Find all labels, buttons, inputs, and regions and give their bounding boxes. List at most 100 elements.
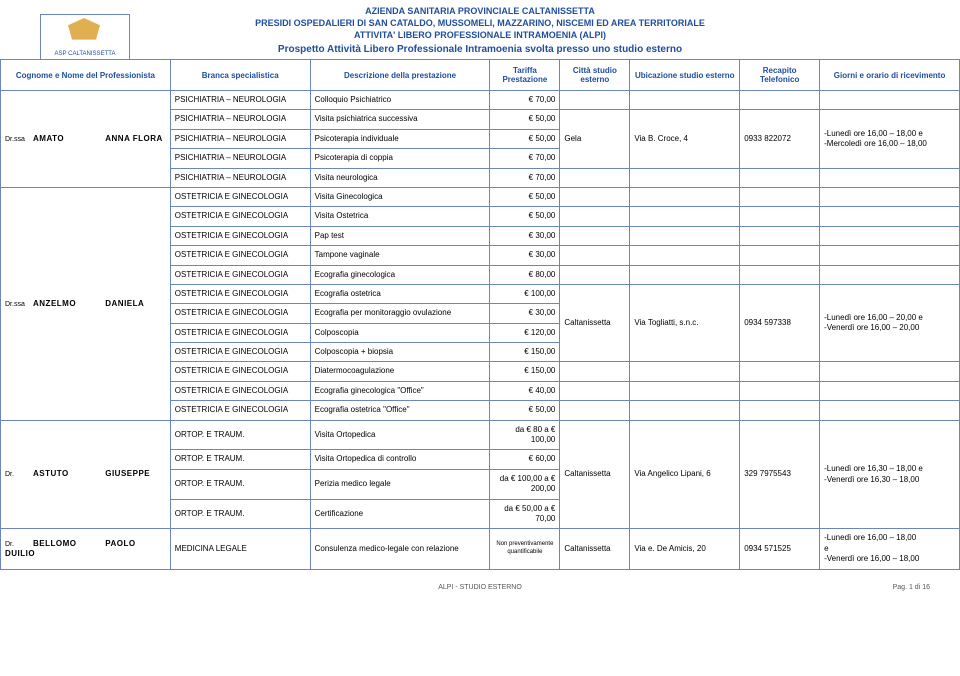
cell-tariffa: € 80,00 <box>490 265 560 284</box>
cell-prestazione: Ecografia ginecologica <box>310 265 490 284</box>
cell-prestazione: Visita psichiatrica successiva <box>310 110 490 129</box>
table-row: Dr.BELLOMO PAOLO DUILIOMEDICINA LEGALECo… <box>1 529 960 569</box>
cell-empty <box>820 246 960 265</box>
cell-branca: PSICHIATRIA – NEUROLOGIA <box>170 110 310 129</box>
cell-empty <box>740 207 820 226</box>
name-last: ASTUTO <box>33 469 103 479</box>
footer: ALPI - STUDIO ESTERNO Pag. 1 di 16 <box>0 584 960 597</box>
cell-tariffa: da € 50,00 a € 70,00 <box>490 499 560 529</box>
cell-prestazione: Visita Ostetrica <box>310 207 490 226</box>
table-row: Dr.ssaANZELMO DANIELAOSTETRICIA E GINECO… <box>1 187 960 206</box>
cell-ubicazione: Via Togliatti, s.n.c. <box>630 284 740 362</box>
cell-empty <box>560 265 630 284</box>
cell-empty <box>740 91 820 110</box>
cell-tariffa: € 50,00 <box>490 207 560 226</box>
cell-tariffa: € 40,00 <box>490 381 560 400</box>
cell-branca: ORTOP. E TRAUM. <box>170 420 310 450</box>
professional-name: Dr.ASTUTO GIUSEPPE <box>1 420 171 529</box>
cell-empty <box>820 168 960 187</box>
cell-empty <box>740 246 820 265</box>
cell-branca: OSTETRICIA E GINECOLOGIA <box>170 265 310 284</box>
cell-prestazione: Psicoterapia di coppia <box>310 149 490 168</box>
cell-tariffa: € 50,00 <box>490 110 560 129</box>
name-last: ANZELMO <box>33 299 103 309</box>
cell-prestazione: Visita Ortopedica <box>310 420 490 450</box>
cell-empty <box>630 265 740 284</box>
cell-prestazione: Certificazione <box>310 499 490 529</box>
cell-branca: OSTETRICIA E GINECOLOGIA <box>170 207 310 226</box>
cell-prestazione: Pap test <box>310 226 490 245</box>
cell-orari: -Lunedì ore 16,30 – 18,00 e -Venerdì ore… <box>820 420 960 529</box>
cell-citta: Caltanissetta <box>560 284 630 362</box>
cell-tariffa: € 100,00 <box>490 284 560 303</box>
cell-prestazione: Colposcopia + biopsia <box>310 343 490 362</box>
cell-empty <box>630 246 740 265</box>
cell-empty <box>820 207 960 226</box>
cell-citta: Caltanissetta <box>560 529 630 569</box>
col-orari: Giorni e orario di ricevimento <box>820 60 960 91</box>
cell-empty <box>630 226 740 245</box>
cell-prestazione: Visita Ginecologica <box>310 187 490 206</box>
cell-telefono: 0934 571525 <box>740 529 820 569</box>
cell-branca: ORTOP. E TRAUM. <box>170 499 310 529</box>
cell-tariffa: € 120,00 <box>490 323 560 342</box>
cell-empty <box>820 91 960 110</box>
cell-tariffa: € 50,00 <box>490 187 560 206</box>
cell-empty <box>630 401 740 420</box>
cell-prestazione: Colloquio Psichiatrico <box>310 91 490 110</box>
cell-tariffa: € 30,00 <box>490 226 560 245</box>
cell-empty <box>630 187 740 206</box>
cell-branca: OSTETRICIA E GINECOLOGIA <box>170 323 310 342</box>
cell-tariffa: € 150,00 <box>490 362 560 381</box>
cell-citta: Gela <box>560 110 630 168</box>
name-title: Dr.ssa <box>5 135 33 144</box>
cell-empty <box>740 168 820 187</box>
cell-empty <box>740 265 820 284</box>
cell-citta: Caltanissetta <box>560 420 630 529</box>
cell-branca: OSTETRICIA E GINECOLOGIA <box>170 343 310 362</box>
col-name: Cognome e Nome del Professionista <box>1 60 171 91</box>
cell-branca: MEDICINA LEGALE <box>170 529 310 569</box>
footer-page: Pag. 1 di 16 <box>893 584 930 591</box>
cell-empty <box>560 226 630 245</box>
cell-branca: OSTETRICIA E GINECOLOGIA <box>170 187 310 206</box>
cell-branca: OSTETRICIA E GINECOLOGIA <box>170 381 310 400</box>
cell-prestazione: Ecografia ostetrica <box>310 284 490 303</box>
cell-orari: -Lunedì ore 16,00 – 18,00 e -Venerdì ore… <box>820 529 960 569</box>
cell-tariffa: € 30,00 <box>490 304 560 323</box>
cell-prestazione: Consulenza medico-legale con relazione <box>310 529 490 569</box>
cell-branca: OSTETRICIA E GINECOLOGIA <box>170 284 310 303</box>
cell-empty <box>560 362 630 381</box>
cell-branca: ORTOP. E TRAUM. <box>170 450 310 469</box>
col-tariffa: Tariffa Prestazione <box>490 60 560 91</box>
professional-name: Dr.ssaAMATO ANNA FLORA <box>1 91 171 188</box>
cell-empty <box>740 226 820 245</box>
cell-tariffa: € 50,00 <box>490 401 560 420</box>
cell-empty <box>820 226 960 245</box>
cell-branca: OSTETRICIA E GINECOLOGIA <box>170 362 310 381</box>
cell-empty <box>820 381 960 400</box>
cell-prestazione: Ecografia per monitoraggio ovulazione <box>310 304 490 323</box>
name-last: AMATO <box>33 134 103 144</box>
cell-branca: OSTETRICIA E GINECOLOGIA <box>170 401 310 420</box>
cell-empty <box>630 381 740 400</box>
cell-tariffa: € 50,00 <box>490 129 560 148</box>
cell-empty <box>560 207 630 226</box>
cell-empty <box>820 265 960 284</box>
logo-text: ASP CALTANISSETTA <box>55 51 116 57</box>
cell-prestazione: Ecografia ginecologica "Office" <box>310 381 490 400</box>
footer-center: ALPI - STUDIO ESTERNO <box>438 584 522 591</box>
name-title: Dr. <box>5 470 33 479</box>
org-line4: Prospetto Attività Libero Professionale … <box>0 44 960 55</box>
cell-prestazione: Tampone vaginale <box>310 246 490 265</box>
org-line1: AZIENDA SANITARIA PROVINCIALE CALTANISSE… <box>0 6 960 16</box>
cell-tariffa: € 70,00 <box>490 168 560 187</box>
cell-empty <box>630 207 740 226</box>
cell-empty <box>630 168 740 187</box>
cell-tariffa: € 70,00 <box>490 91 560 110</box>
cell-empty <box>560 91 630 110</box>
cell-ubicazione: Via B. Croce, 4 <box>630 110 740 168</box>
cell-prestazione: Colposcopia <box>310 323 490 342</box>
cell-branca: PSICHIATRIA – NEUROLOGIA <box>170 168 310 187</box>
cell-empty <box>630 91 740 110</box>
